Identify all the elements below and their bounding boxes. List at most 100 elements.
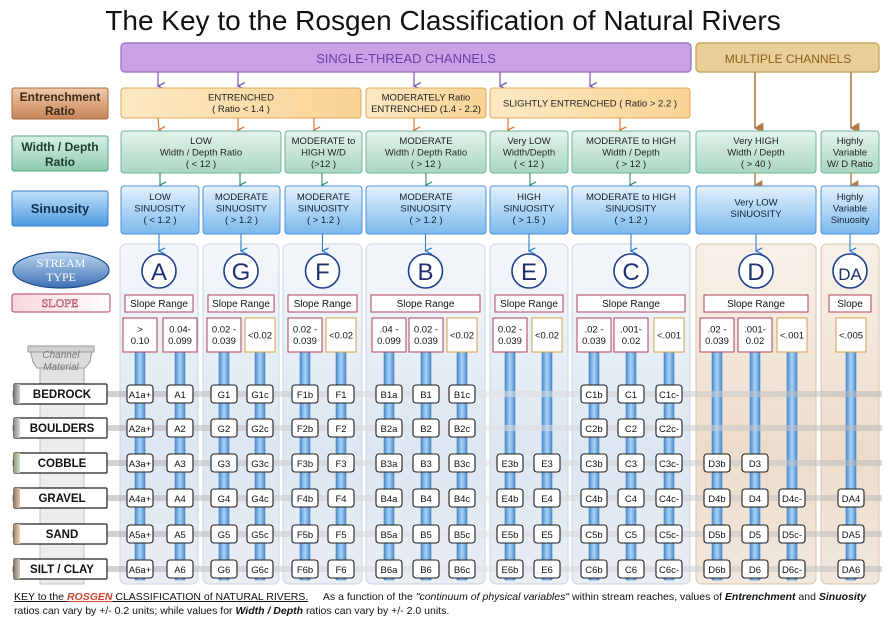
label-text: Width / Depth Ratio xyxy=(385,147,467,158)
label-text: SINUOSITY xyxy=(605,203,657,214)
stream-code: C2b xyxy=(585,424,602,435)
stream-code-cell xyxy=(533,524,561,544)
stream-code-cell xyxy=(246,384,274,404)
footer-text-1: As a function of the xyxy=(322,591,416,603)
stream-code: G1 xyxy=(218,390,231,401)
label-text: Variable xyxy=(833,147,867,158)
stream-code: B6a xyxy=(381,565,399,576)
stream-code-cell xyxy=(580,488,608,508)
stream-code-cell xyxy=(291,559,319,579)
slope-range-header xyxy=(287,294,358,313)
slope-range-label: Slope Range xyxy=(212,299,270,310)
stream-code: A6 xyxy=(174,565,186,576)
stream-code-cell xyxy=(448,524,476,544)
slope-value-box xyxy=(206,317,242,353)
stream-code: F6 xyxy=(335,565,346,576)
slope-value: 0.039 xyxy=(582,336,606,347)
svg-text:Channel: Channel xyxy=(42,350,80,361)
stream-code-cell xyxy=(580,524,608,544)
stream-code: F4b xyxy=(297,494,313,505)
stream-code-cell xyxy=(166,524,194,544)
label-text: ENTRENCHED (1.4 - 2.2) xyxy=(371,104,481,115)
slope-value-box xyxy=(737,317,773,353)
stream-code: E3b xyxy=(502,459,519,470)
slope-value: 0.039 xyxy=(498,336,522,347)
stream-code: E5 xyxy=(541,530,553,541)
label-text: MODERATE to xyxy=(292,136,356,147)
stream-type-letter: A xyxy=(151,259,167,286)
stream-code: F2b xyxy=(297,424,313,435)
stream-type-b: B Slope Range .04 -0.099 0.02 -0.039 <0.02 B1… xyxy=(370,253,481,579)
stream-type-d: D Slope Range .02 -0.039 .001-0.02 <.001 D3b D… xyxy=(699,253,809,579)
label-text: ( > 1.2 ) xyxy=(615,215,648,226)
stream-code-cell xyxy=(533,453,561,473)
stream-type-c: C Slope Range .02 -0.039 .001-0.02 <.001 C1b C… xyxy=(576,253,686,579)
stream-code: D5b xyxy=(708,530,725,541)
stream-code: E4 xyxy=(541,494,553,505)
stream-code-cell xyxy=(412,453,440,473)
footer-sinuosity: Sinuosity xyxy=(818,591,867,603)
material-label: COBBLE xyxy=(38,458,87,470)
slope-value: <0.02 xyxy=(450,330,474,341)
slope-value: 0.04- xyxy=(169,325,191,336)
svg-text:SLOPE: SLOPE xyxy=(42,296,79,310)
label-text: SINUOSITY xyxy=(216,203,268,214)
stream-code-cell xyxy=(703,488,731,508)
label-text: (>12 ) xyxy=(311,159,336,170)
stream-code: C6 xyxy=(625,565,637,576)
stream-code: B1 xyxy=(420,390,432,401)
stream-type-letter: G xyxy=(232,259,251,286)
slope-value: .02 - xyxy=(584,325,603,336)
stream-code-cell xyxy=(448,559,476,579)
stream-code-cell xyxy=(246,524,274,544)
stream-code: D5 xyxy=(749,530,761,541)
stream-type-circle xyxy=(223,253,259,289)
slope-range-header xyxy=(370,294,481,313)
stream-code: D6 xyxy=(749,565,761,576)
stream-code: F5 xyxy=(335,530,346,541)
material-row-boulders: BOULDERS xyxy=(12,417,882,439)
material-row-cobble: COBBLE xyxy=(12,452,882,474)
stream-code-cell xyxy=(412,384,440,404)
svg-text:STREAM: STREAM xyxy=(37,256,86,270)
slope-value: 0.039 xyxy=(705,336,729,347)
label-text: MODERATE xyxy=(215,192,268,203)
label-text: MODERATE xyxy=(399,192,452,203)
stream-code-cell xyxy=(837,559,865,579)
single-thread-header: SINGLE-THREAD CHANNELS xyxy=(120,42,692,73)
stream-code: G5 xyxy=(218,530,231,541)
slope-value-box xyxy=(699,317,735,353)
stream-type-da: DA Slope <.005 DA4 DA5 DA6 xyxy=(828,253,872,579)
stream-code-cell xyxy=(210,384,238,404)
stream-code-cell xyxy=(533,488,561,508)
svg-text:Ratio: Ratio xyxy=(45,155,75,169)
slope-value-box xyxy=(776,317,808,353)
stream-code: D4c- xyxy=(782,494,802,505)
stream-code: A3a+ xyxy=(129,459,152,470)
stream-code: C1c- xyxy=(659,390,679,401)
slope-range-header xyxy=(828,294,872,313)
slope-value: <.001 xyxy=(780,330,804,341)
slope-value-box xyxy=(122,317,158,353)
stream-type-letter: DA xyxy=(838,265,862,284)
stream-code-cell xyxy=(617,488,645,508)
slope-value: <.001 xyxy=(657,330,681,341)
stream-code: D4b xyxy=(708,494,725,505)
label-text: Highly xyxy=(837,136,864,147)
label-text: ( > 40 ) xyxy=(741,159,771,170)
stream-code: C3 xyxy=(625,459,637,470)
stream-code-cell xyxy=(375,559,403,579)
stream-code: A3 xyxy=(174,459,186,470)
stream-code-cell xyxy=(291,488,319,508)
slope-value-box xyxy=(613,317,649,353)
label-text: Width / Depth Ratio xyxy=(160,147,242,158)
row-label-slope: SLOPE xyxy=(11,293,111,313)
slope-range-label: Slope Range xyxy=(130,299,188,310)
stream-code-cell xyxy=(166,384,194,404)
